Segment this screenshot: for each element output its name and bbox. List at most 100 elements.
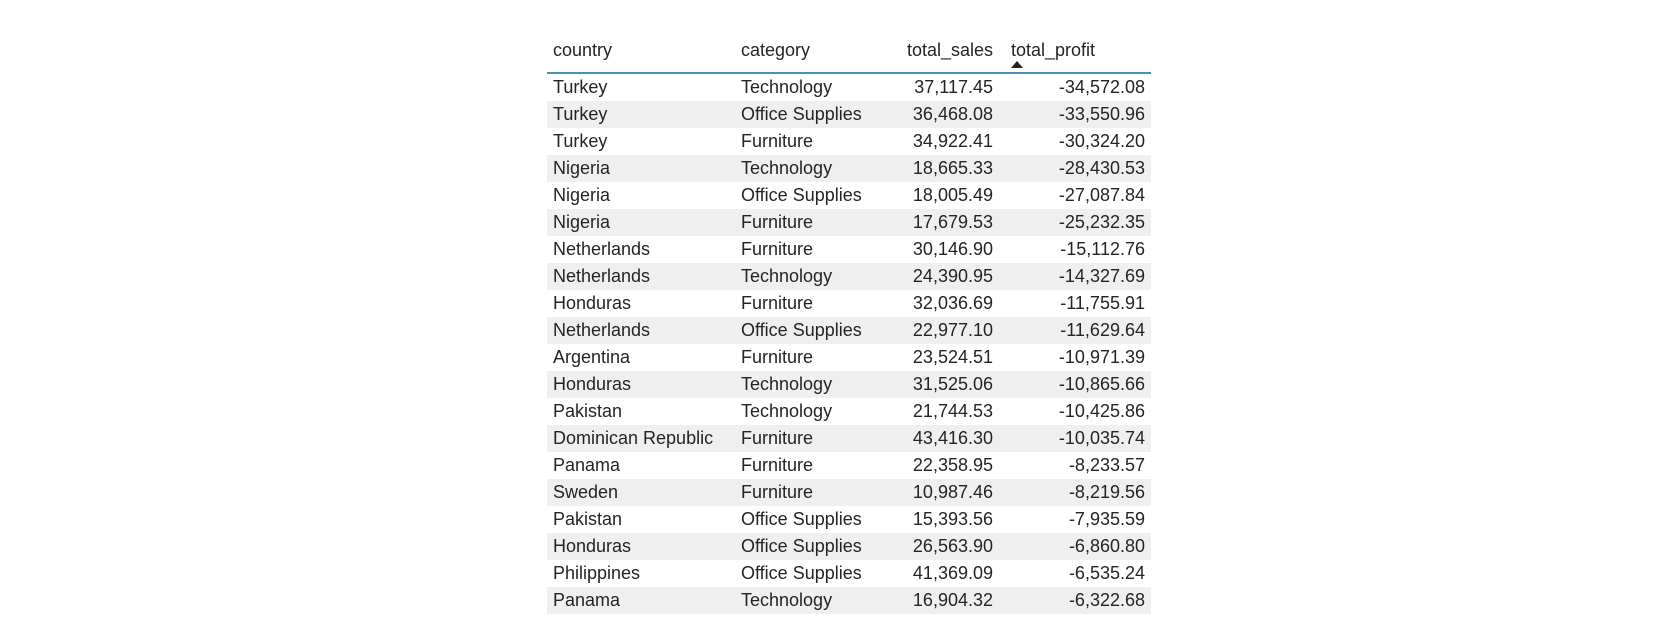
cell-total-profit: -6,860.80: [1068, 536, 1145, 556]
table-row[interactable]: Argentina Furniture 23,524.51 -10,971.39: [547, 344, 1151, 371]
column-header-total-sales[interactable]: total_sales: [906, 40, 993, 60]
cell-country: Turkey: [553, 131, 608, 151]
cell-category: Office Supplies: [741, 320, 862, 340]
cell-country: Honduras: [553, 293, 632, 313]
cell-country: Panama: [553, 455, 621, 475]
cell-category: Office Supplies: [741, 536, 862, 556]
cell-category: Furniture: [741, 293, 814, 313]
cell-total-sales: 34,922.41: [912, 131, 993, 151]
table-row[interactable]: Nigeria Technology 18,665.33 -28,430.53: [547, 155, 1151, 182]
cell-total-profit: -6,535.24: [1068, 563, 1145, 583]
cell-total-sales: 43,416.30: [912, 428, 993, 448]
cell-total-profit: -6,322.68: [1068, 590, 1145, 610]
cell-country: Nigeria: [553, 158, 611, 178]
cell-total-sales: 31,525.06: [912, 374, 993, 394]
column-header-category[interactable]: category: [741, 40, 811, 60]
cell-country: Honduras: [553, 536, 632, 556]
cell-total-profit: -7,935.59: [1068, 509, 1145, 529]
cell-category: Technology: [741, 77, 833, 97]
cell-category: Furniture: [741, 212, 814, 232]
cell-country: Pakistan: [553, 509, 623, 529]
cell-total-sales: 17,679.53: [912, 212, 993, 232]
table-row[interactable]: Turkey Furniture 34,922.41 -30,324.20: [547, 128, 1151, 155]
cell-total-sales: 18,665.33: [912, 158, 993, 178]
table-row[interactable]: Netherlands Furniture 30,146.90 -15,112.76: [547, 236, 1151, 263]
column-header-country[interactable]: country: [553, 40, 613, 60]
cell-country: Dominican Republic: [553, 428, 714, 448]
cell-country: Nigeria: [553, 212, 611, 232]
cell-category: Furniture: [741, 482, 814, 502]
cell-category: Furniture: [741, 239, 814, 259]
table-row[interactable]: Nigeria Office Supplies 18,005.49 -27,087.8…: [547, 182, 1151, 209]
cell-total-profit: -11,755.91: [1060, 293, 1145, 313]
table-row[interactable]: Nigeria Furniture 17,679.53 -25,232.35: [547, 209, 1151, 236]
cell-country: Netherlands: [553, 266, 651, 286]
cell-category: Furniture: [741, 455, 814, 475]
table-row[interactable]: Honduras Technology 31,525.06 -10,865.66: [547, 371, 1151, 398]
column-header-total-profit[interactable]: total_profit: [1011, 40, 1096, 60]
table-row[interactable]: Panama Furniture 22,358.95 -8,233.57: [547, 452, 1151, 479]
table-visual: country category total_sales total_profi…: [547, 30, 1151, 614]
cell-total-sales: 21,744.53: [912, 401, 993, 421]
cell-country: Netherlands: [553, 320, 651, 340]
sort-ascending-icon[interactable]: [1011, 61, 1023, 68]
cell-total-sales: 22,358.95: [912, 455, 993, 475]
cell-category: Office Supplies: [741, 104, 862, 124]
cell-category: Technology: [741, 590, 833, 610]
cell-country: Pakistan: [553, 401, 623, 421]
cell-category: Office Supplies: [741, 509, 862, 529]
cell-total-sales: 23,524.51: [912, 347, 993, 367]
table-row[interactable]: Netherlands Office Supplies 22,977.10 -11,6…: [547, 317, 1151, 344]
table-row[interactable]: Turkey Office Supplies 36,468.08 -33,550.96: [547, 101, 1151, 128]
table-row[interactable]: Philippines Office Supplies 41,369.09 -6,53…: [547, 560, 1151, 587]
cell-category: Technology: [741, 158, 833, 178]
cell-total-profit: -33,550.96: [1058, 104, 1145, 124]
cell-total-sales: 10,987.46: [912, 482, 993, 502]
table-row[interactable]: Honduras Furniture 32,036.69 -11,755.91: [547, 290, 1151, 317]
cell-country: Panama: [553, 590, 621, 610]
table-row[interactable]: Pakistan Technology 21,744.53 -10,425.86: [547, 398, 1151, 425]
cell-category: Furniture: [741, 428, 814, 448]
cell-total-sales: 30,146.90: [912, 239, 993, 259]
cell-category: Office Supplies: [741, 563, 862, 583]
table-row[interactable]: Honduras Office Supplies 26,563.90 -6,860.8…: [547, 533, 1151, 560]
cell-total-profit: -10,971.39: [1058, 347, 1145, 367]
table-row[interactable]: Pakistan Office Supplies 15,393.56 -7,935.5…: [547, 506, 1151, 533]
cell-total-profit: -10,425.86: [1058, 401, 1145, 421]
cell-category: Office Supplies: [741, 185, 862, 205]
cell-total-profit: -10,865.66: [1058, 374, 1145, 394]
cell-total-profit: -8,219.56: [1068, 482, 1145, 502]
cell-total-profit: -34,572.08: [1058, 77, 1145, 97]
cell-total-profit: -14,327.69: [1058, 266, 1145, 286]
cell-total-profit: -25,232.35: [1058, 212, 1145, 232]
cell-category: Furniture: [741, 131, 814, 151]
cell-category: Furniture: [741, 347, 814, 367]
cell-country: Honduras: [553, 374, 632, 394]
cell-country: Nigeria: [553, 185, 611, 205]
cell-category: Technology: [741, 401, 833, 421]
cell-country: Argentina: [553, 347, 631, 367]
table-row[interactable]: Dominican Republic Furniture 43,416.30 -10,…: [547, 425, 1151, 452]
table-row[interactable]: Panama Technology 16,904.32 -6,322.68: [547, 587, 1151, 614]
cell-total-sales: 15,393.56: [912, 509, 993, 529]
cell-country: Netherlands: [553, 239, 651, 259]
cell-total-profit: -28,430.53: [1058, 158, 1145, 178]
cell-total-sales: 24,390.95: [912, 266, 993, 286]
cell-total-sales: 41,369.09: [912, 563, 993, 583]
cell-total-sales: 22,977.10: [912, 320, 993, 340]
cell-total-profit: -10,035.74: [1058, 428, 1145, 448]
cell-country: Turkey: [553, 104, 608, 124]
table-header: country category total_sales total_profi…: [547, 30, 1151, 74]
table-row[interactable]: Turkey Technology 37,117.45 -34,572.08: [547, 74, 1151, 101]
cell-total-profit: -27,087.84: [1058, 185, 1145, 205]
cell-category: Technology: [741, 266, 833, 286]
cell-total-profit: -8,233.57: [1068, 455, 1145, 475]
cell-country: Philippines: [553, 563, 641, 583]
cell-total-profit: -30,324.20: [1058, 131, 1145, 151]
cell-total-sales: 18,005.49: [912, 185, 993, 205]
cell-total-sales: 37,117.45: [914, 77, 993, 97]
table-row[interactable]: Netherlands Technology 24,390.95 -14,327.69: [547, 263, 1151, 290]
cell-total-profit: -11,629.64: [1060, 320, 1145, 340]
cell-total-profit: -15,112.76: [1060, 239, 1145, 259]
table-row[interactable]: Sweden Furniture 10,987.46 -8,219.56: [547, 479, 1151, 506]
